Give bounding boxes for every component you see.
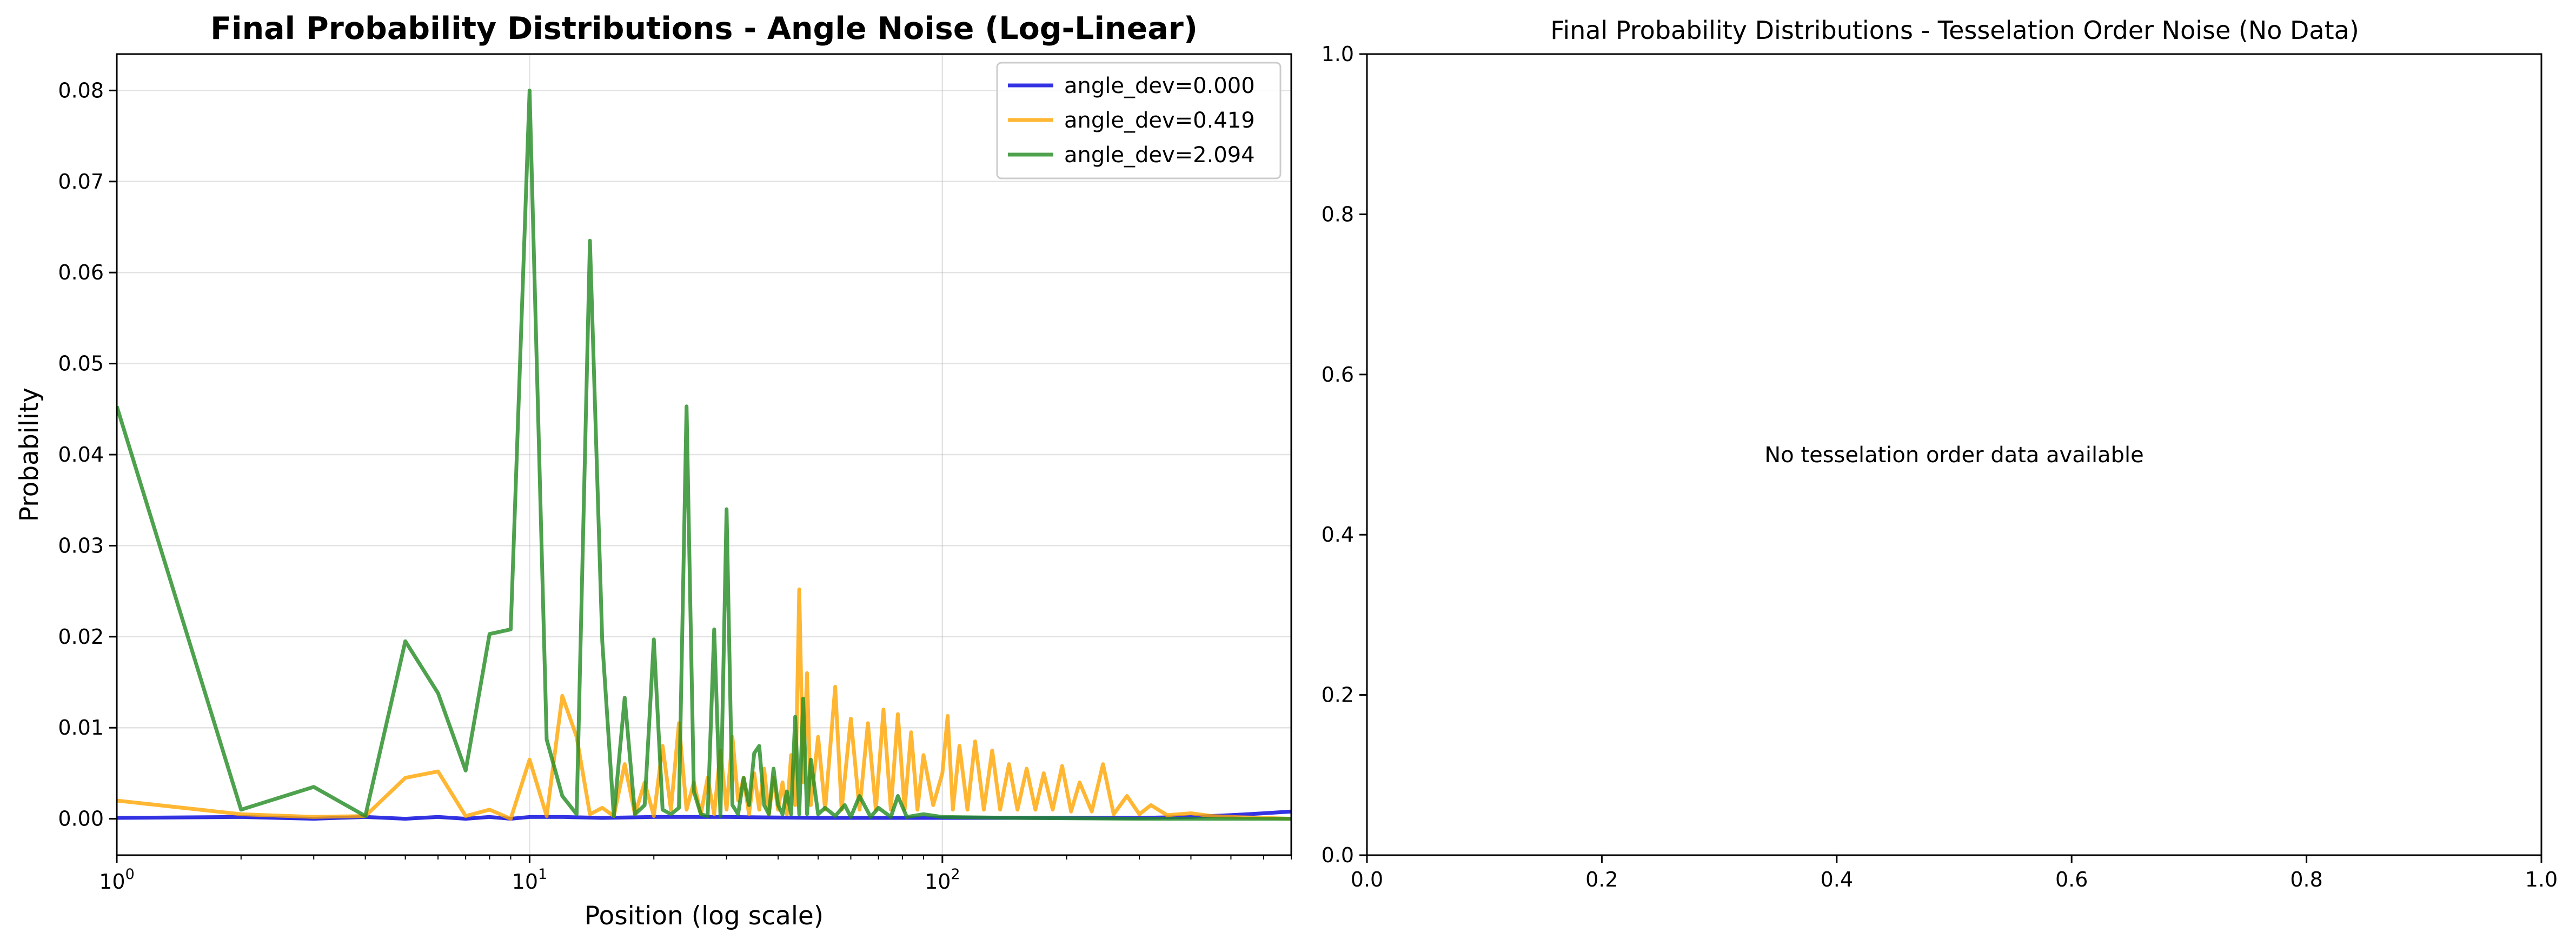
right-x-tick-label: 0.6 xyxy=(2055,868,2088,891)
right-y-tick-label: 0.2 xyxy=(1322,683,1354,707)
left-y-tick-label: 0.06 xyxy=(58,261,104,284)
right-x-tick-label: 0.2 xyxy=(1585,868,1618,891)
left-y-tick-label: 0.01 xyxy=(58,716,104,740)
left-grid xyxy=(116,54,1291,855)
left-x-tick-label: 101 xyxy=(512,866,548,894)
left-y-axis-label: Probability xyxy=(15,388,44,522)
right-x-tick-label: 1.0 xyxy=(2525,868,2558,891)
left-y-tick-label: 0.03 xyxy=(58,534,104,557)
left-y-tick-label: 0.07 xyxy=(58,170,104,194)
angle-noise-chart: Final Probability Distributions - Angle … xyxy=(15,11,1292,931)
legend-label: angle_dev=0.419 xyxy=(1064,108,1255,133)
right-x-tick-label: 0.4 xyxy=(1821,868,1853,891)
left-series-group xyxy=(117,88,1291,821)
legend-label: angle_dev=2.094 xyxy=(1064,143,1255,168)
left-x-tick-label: 102 xyxy=(925,866,960,894)
right-y-tick-label: 1.0 xyxy=(1322,42,1354,66)
right-y-tick-label: 0.8 xyxy=(1322,202,1354,226)
right-y-tick-label: 0.0 xyxy=(1322,843,1354,867)
right-y-tick-label: 0.6 xyxy=(1322,363,1354,387)
left-y-tick-label: 0.04 xyxy=(58,443,104,467)
right-plot-frame xyxy=(1366,53,2542,856)
right-x-tick-label: 0.8 xyxy=(2290,868,2322,891)
left-y-tick-label: 0.00 xyxy=(58,807,104,831)
right-y-tick-label: 0.4 xyxy=(1322,523,1354,547)
right-x-tick-label: 0.0 xyxy=(1351,868,1383,891)
left-y-tick-label: 0.08 xyxy=(58,78,104,102)
series-line-3 xyxy=(117,88,1291,821)
left-x-tick-label: 100 xyxy=(99,866,135,894)
tesselation-noise-chart: Final Probability Distributions - Tessel… xyxy=(1322,16,2558,891)
right-x-axis: 0.0 0.2 0.4 0.6 0.8 1.0 xyxy=(1351,855,2558,891)
left-x-axis: 100 101 102 xyxy=(99,855,1292,894)
no-data-annotation: No tesselation order data available xyxy=(1764,443,2143,468)
series-line-2 xyxy=(117,587,1291,821)
right-y-axis: 0.0 0.2 0.4 0.6 0.8 1.0 xyxy=(1322,42,1367,867)
left-chart-title: Final Probability Distributions - Angle … xyxy=(210,11,1198,46)
left-y-axis: 0.00 0.01 0.02 0.03 0.04 0.05 0.06 0.07 0.08 xyxy=(58,78,117,831)
left-y-tick-label: 0.02 xyxy=(58,625,104,649)
legend-box xyxy=(996,62,1282,179)
left-legend: angle_dev=0.000 angle_dev=0.419 angle_dev=… xyxy=(996,62,1282,179)
left-x-axis-label: Position (log scale) xyxy=(585,901,824,931)
legend-label: angle_dev=0.000 xyxy=(1064,74,1255,98)
right-chart-title: Final Probability Distributions - Tessel… xyxy=(1550,16,2359,45)
left-y-tick-label: 0.05 xyxy=(58,352,104,376)
